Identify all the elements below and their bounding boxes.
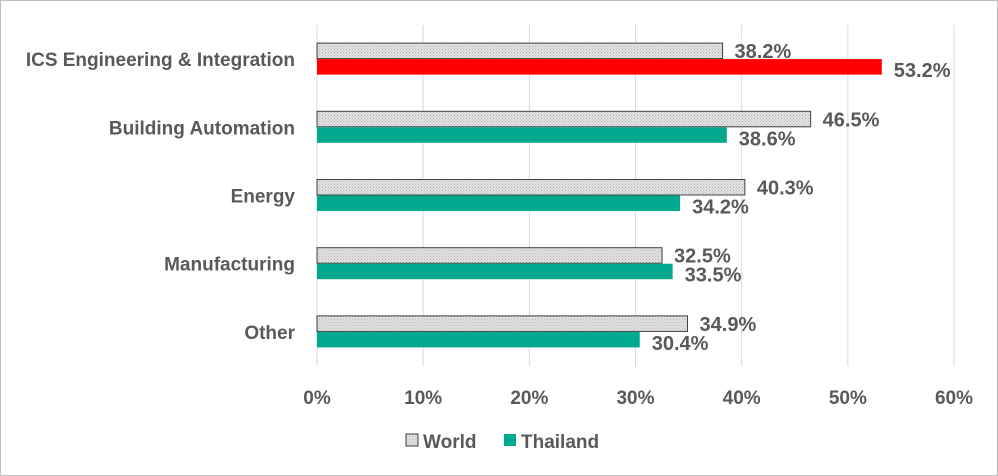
data-label-world-ics-engineering-and-integration: 38.2%: [735, 41, 792, 63]
data-label-thailand-building-automation: 38.6%: [739, 128, 796, 150]
bar-thailand-building-automation: [317, 127, 727, 143]
data-label-thailand-other: 30.4%: [652, 333, 709, 355]
category-label-ics-engineering-and-integration: ICS Engineering & Integration: [26, 50, 295, 71]
category-label-energy: Energy: [231, 187, 296, 208]
legend: World Thailand: [405, 432, 599, 453]
data-labels: 38.2% 53.2% 46.5% 38.6% 40.3% 34.2% 32.5%33.5%…: [652, 41, 951, 355]
data-label-world-energy: 40.3%: [757, 178, 814, 200]
data-label-thailand-ics-engineering-and-integration: 53.2%: [894, 60, 951, 82]
legend-label-thailand: Thailand: [521, 432, 599, 453]
data-label-world-other: 34.9%: [700, 314, 757, 336]
bar-world-ics-engineering-and-integration: [316, 42, 724, 60]
legend-label-world: World: [423, 432, 476, 453]
data-label-world-building-automation: 46.5%: [823, 109, 880, 131]
x-tick-label: 30%: [616, 388, 654, 409]
x-tick-label: 60%: [935, 388, 973, 409]
bars: [316, 42, 882, 348]
legend-swatch-thailand: [504, 434, 516, 446]
bar-world-manufacturing: [316, 247, 663, 264]
category-label-building-automation: Building Automation: [109, 118, 295, 139]
bar-thailand-other: [317, 331, 640, 348]
bar-thailand-ics-engineering-and-integration: [317, 59, 882, 75]
category-labels: ICS Engineering & Integration Building Au…: [26, 50, 296, 344]
bar-world-building-automation: [316, 110, 812, 128]
x-axis-ticks: 0% 10% 20% 30% 40% 50% 60%: [303, 388, 973, 409]
data-label-thailand-manufacturing: 33.5%: [685, 265, 742, 287]
x-tick-label: 0%: [303, 388, 331, 409]
bar-thailand-manufacturing: [317, 263, 673, 280]
bar-world-other: [316, 315, 689, 332]
x-tick-label: 10%: [404, 388, 442, 409]
data-label-world-manufacturing: 32.5%: [674, 246, 731, 268]
category-label-other: Other: [244, 323, 295, 344]
x-tick-label: 50%: [829, 388, 867, 409]
x-tick-label: 40%: [723, 388, 761, 409]
bar-world-energy: [316, 179, 746, 196]
category-label-manufacturing: Manufacturing: [164, 255, 295, 276]
data-label-thailand-energy: 34.2%: [692, 197, 749, 219]
bar-thailand-energy: [317, 195, 681, 211]
legend-swatch-world: [405, 433, 419, 447]
x-tick-label: 20%: [510, 388, 548, 409]
